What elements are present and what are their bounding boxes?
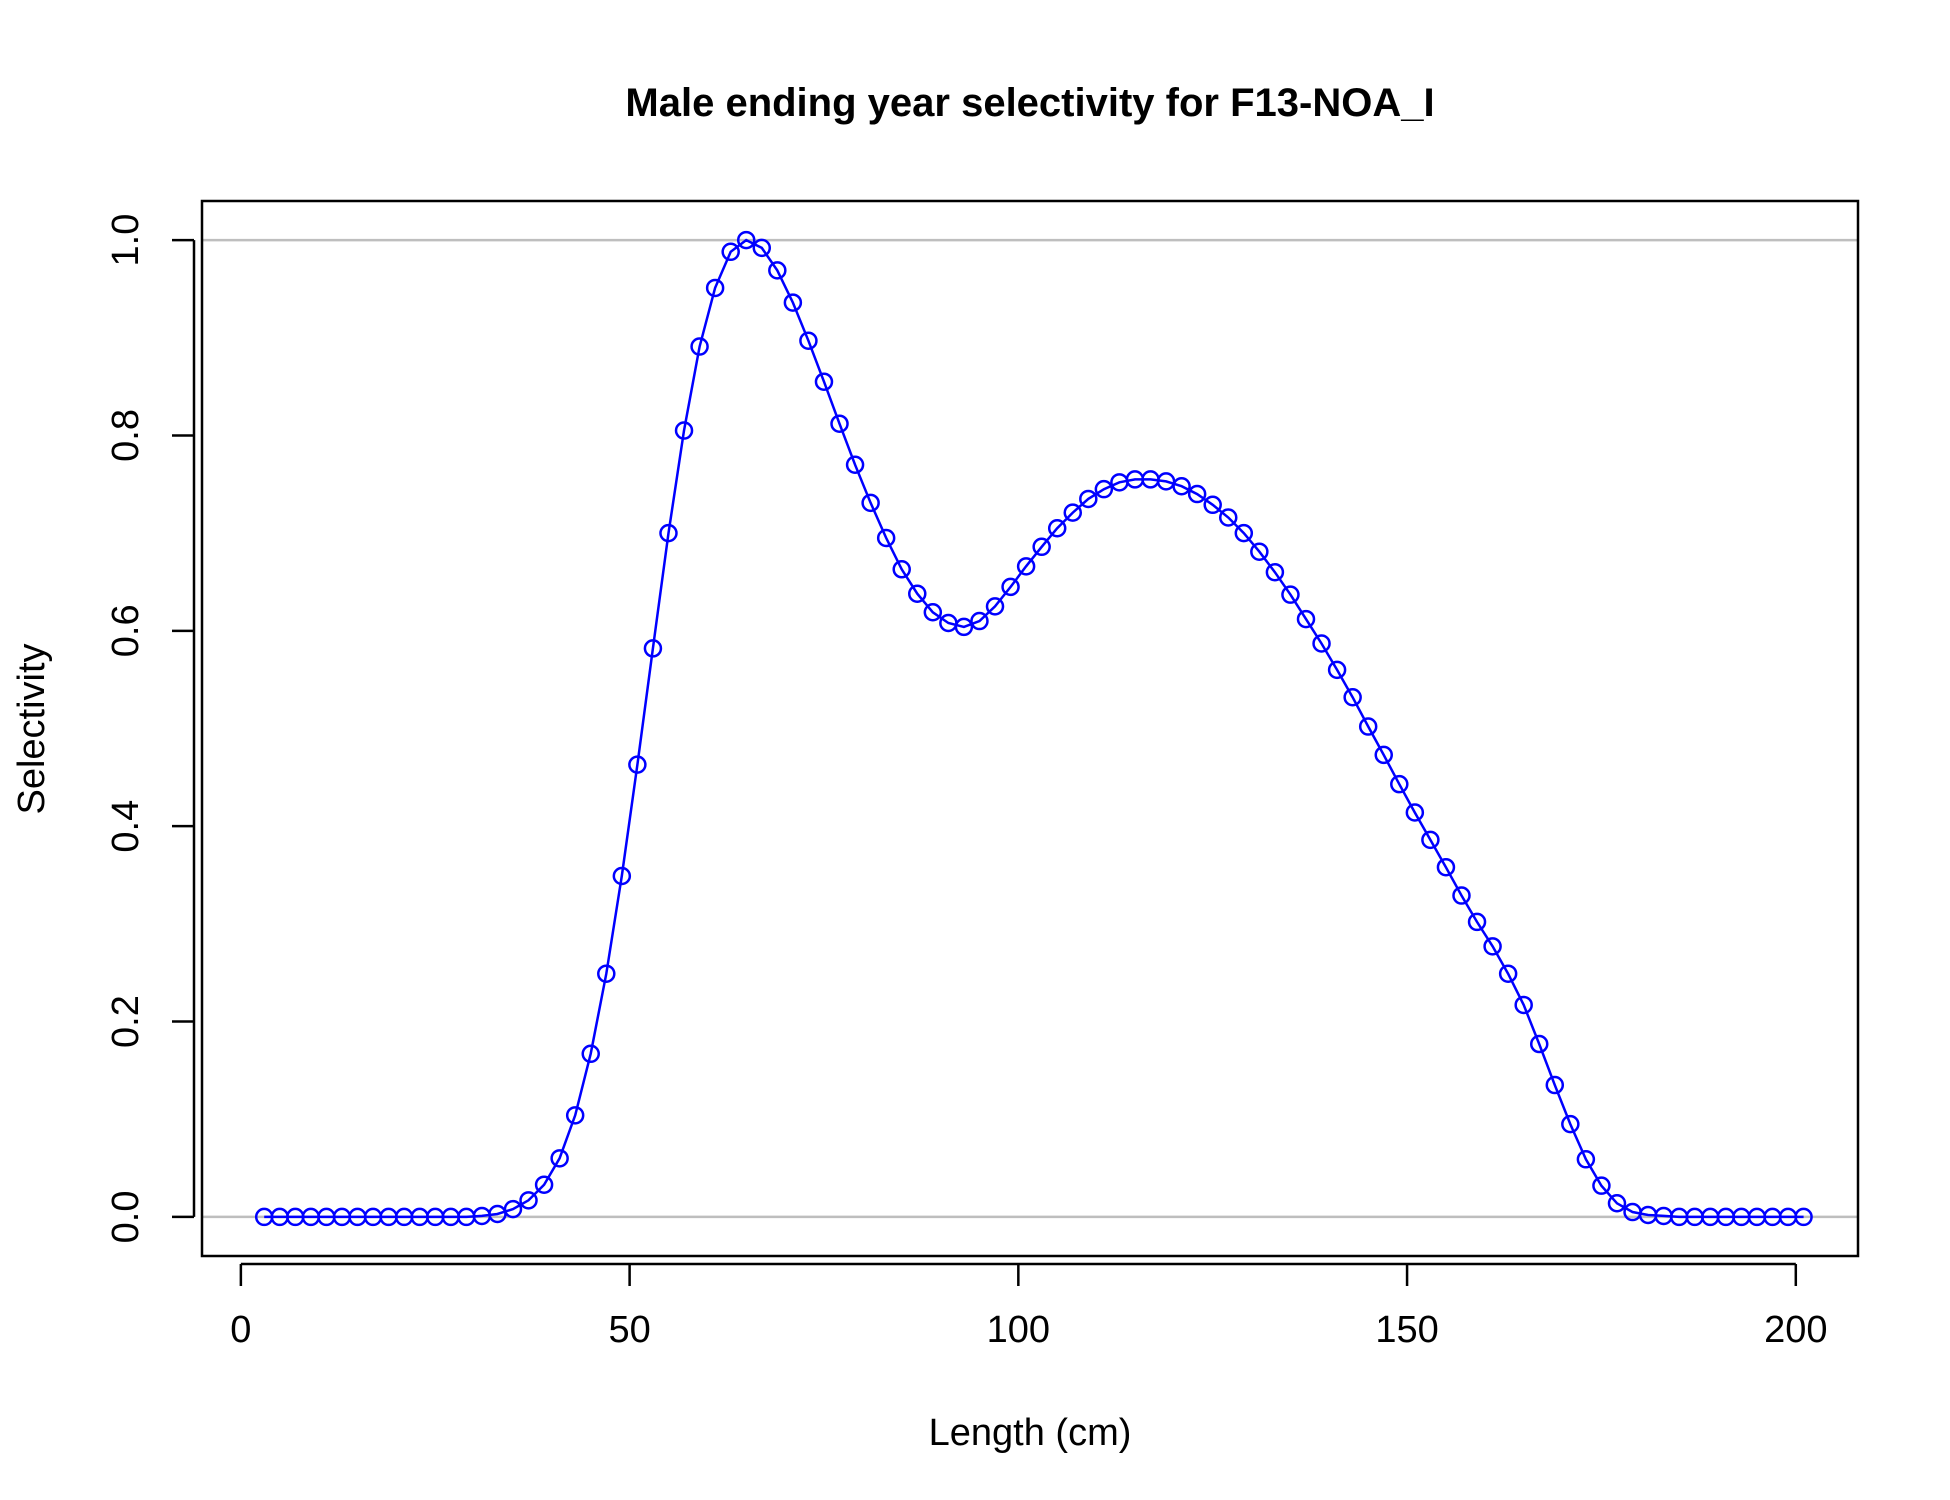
data-point (799, 331, 818, 350)
data-point (768, 261, 787, 280)
data-point (674, 421, 694, 440)
data-point (1545, 1075, 1565, 1095)
data-point (1498, 964, 1518, 983)
data-point (1281, 585, 1300, 604)
data-point (1094, 479, 1114, 499)
data-point (1203, 495, 1222, 515)
data-point (1265, 562, 1285, 582)
y-tick-label: 0.0 (105, 1191, 147, 1244)
y-tick-label: 0.2 (105, 995, 147, 1048)
data-point (550, 1149, 569, 1168)
data-point (1063, 503, 1083, 522)
data-point (1327, 660, 1347, 680)
x-tick-label: 100 (987, 1309, 1050, 1351)
data-point (1296, 609, 1316, 629)
data-point (690, 337, 709, 356)
data-point (1079, 489, 1098, 509)
data-point (534, 1175, 554, 1194)
data-point (1047, 518, 1067, 538)
plot-frame (200, 199, 1860, 1258)
series-line (264, 238, 1804, 1219)
chart-title: Male ending year selectivity for F13-NOA… (625, 81, 1434, 125)
y-axis: 0.0 0.2 0.4 0.6 0.8 1.0 (105, 214, 196, 1244)
data-point (519, 1191, 538, 1210)
y-axis-label: Selectivity (11, 643, 53, 814)
y-tick-label: 0.4 (105, 800, 147, 853)
x-tick-label: 200 (1764, 1309, 1827, 1351)
y-tick-label: 0.8 (105, 409, 147, 462)
x-axis-label: Length (cm) (929, 1412, 1132, 1454)
data-point (1219, 508, 1238, 527)
data-point (908, 584, 927, 603)
data-point (1032, 537, 1051, 557)
x-tick-label: 150 (1375, 1309, 1438, 1351)
x-tick-label: 0 (230, 1309, 251, 1351)
data-point (1607, 1194, 1627, 1213)
data-point (597, 964, 616, 983)
data-point (923, 603, 943, 622)
data-point (721, 242, 740, 262)
data-point (1794, 1207, 1813, 1227)
data-point (970, 611, 989, 631)
data-point (1312, 634, 1331, 653)
data-point (985, 597, 1005, 616)
data-point (628, 755, 647, 774)
data-point (503, 1199, 523, 1219)
data-point (1358, 717, 1378, 736)
data-point (705, 278, 725, 298)
data-point (1561, 1114, 1580, 1134)
data-point (1514, 995, 1533, 1015)
data-point (892, 560, 911, 579)
data-point (1343, 687, 1362, 707)
data-point (1250, 542, 1269, 561)
data-point (643, 639, 663, 658)
data-point (830, 414, 849, 433)
data-point (1001, 577, 1020, 597)
y-tick-label: 1.0 (105, 214, 147, 267)
data-point (612, 866, 632, 886)
data-point (861, 493, 880, 513)
data-point (581, 1044, 600, 1064)
series-selectivity (254, 230, 1813, 1227)
data-point (1421, 830, 1440, 850)
data-point (876, 528, 896, 548)
data-point (1483, 937, 1502, 956)
data-point (954, 617, 974, 637)
data-point (1529, 1034, 1549, 1054)
reference-lines (202, 238, 1858, 1219)
data-point (1405, 803, 1425, 822)
data-point (1187, 484, 1207, 504)
data-point (1016, 557, 1036, 576)
data-point (752, 238, 772, 258)
data-point (565, 1106, 585, 1125)
data-point (814, 372, 834, 391)
data-point (659, 523, 678, 543)
x-tick-label: 50 (608, 1309, 650, 1351)
data-point (736, 230, 756, 250)
data-point (1172, 476, 1191, 496)
data-point (1374, 745, 1393, 765)
data-point (1436, 857, 1456, 877)
y-tick-label: 0.6 (105, 604, 147, 657)
x-axis: 0 50 100 150 200 (230, 1262, 1828, 1351)
data-point (845, 455, 865, 474)
data-point (1576, 1150, 1596, 1169)
data-point (1592, 1176, 1611, 1195)
data-point (1390, 774, 1409, 794)
data-point (1452, 886, 1471, 905)
data-point (1467, 912, 1487, 932)
data-point (783, 293, 803, 312)
data-point (1234, 523, 1254, 543)
